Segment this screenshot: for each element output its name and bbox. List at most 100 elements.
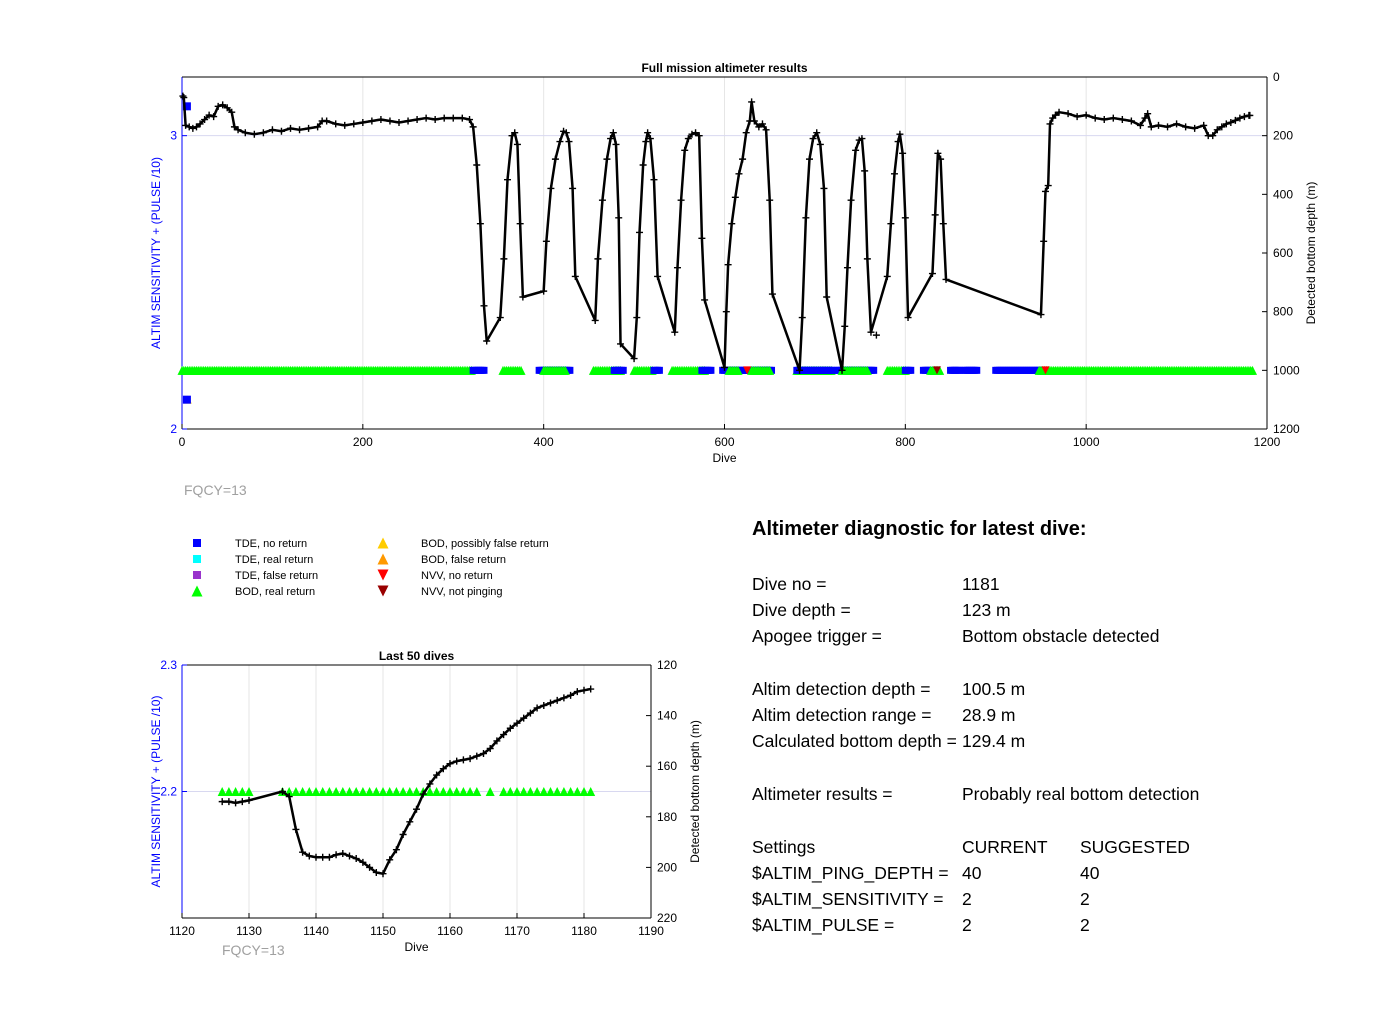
bod-marker [572,787,582,796]
depth-point [562,129,570,137]
settings-header-current: CURRENT [962,837,1048,857]
depth-point [847,196,855,204]
tde-marker [907,366,915,374]
depth-point [937,155,945,163]
y-right-tick-label: 400 [1273,187,1293,201]
depth-point [1041,187,1049,195]
depth-point [894,138,902,146]
depth-point [540,701,548,709]
bod-marker [291,787,301,796]
bod-marker [311,787,321,796]
tde-marker [829,366,837,374]
depth-point [603,155,611,163]
depth-point [750,117,758,125]
diag-value-detection-range: 28.9 m [962,705,1016,725]
depth-point [1182,123,1190,131]
bod-marker [378,787,388,796]
depth-point [439,765,447,773]
depth-point [431,116,439,124]
y-right-tick-label: 220 [657,911,677,925]
x-tick-label: 1200 [1254,435,1281,449]
setting-label-ping-depth: $ALTIM_PING_DEPTH = [752,863,949,883]
depth-point [179,92,187,100]
depth-point [609,129,617,137]
depth-point [813,129,821,137]
y-axis-label-left: ALTIM SENSITIVITY + (PULSE /10) [149,157,163,349]
bod-marker [318,787,328,796]
depth-point [466,116,474,124]
depth-point [642,138,650,146]
depth-point [739,155,747,163]
y-right-tick-label: 800 [1273,305,1293,319]
depth-point [591,316,599,324]
depth-point [533,704,541,712]
diag-value-dive-depth: 123 m [962,600,1011,620]
bod-marker [224,787,234,796]
depth-point [323,117,331,125]
depth-point [352,855,360,863]
depth-point [473,752,481,760]
settings-header-suggested: SUGGESTED [1080,837,1190,857]
diag-label-detection-depth: Altim detection depth = [752,679,931,699]
bod-marker [862,365,872,375]
bod-marker [579,787,589,796]
depth-point [768,290,776,298]
tde-marker [956,366,964,374]
depth-point [1236,114,1244,122]
depth-point [1209,132,1217,140]
setting-current-ping-depth: 40 [962,863,982,883]
bod-marker [458,787,468,796]
depth-point [573,688,581,696]
depth-point [459,756,467,764]
depth-point [569,184,577,192]
depth-point [386,856,394,864]
diag-label-results: Altimeter results = [752,784,893,804]
depth-point [816,140,824,148]
bod-marker [586,787,596,796]
legend-label: TDE, real return [235,554,313,566]
depth-point [1191,124,1199,132]
depth-point [1164,123,1172,131]
depth-point [359,858,367,866]
depth-point [453,757,461,765]
legend-label: NVV, no return [421,570,493,582]
depth-point [673,264,681,272]
depth-point [883,272,891,280]
depth-point [1109,114,1117,122]
bod-marker [499,787,509,796]
depth-point [594,255,602,263]
depth-point [287,124,294,132]
legend-label: TDE, false return [235,570,318,582]
depth-point [292,825,300,833]
diag-value-apogee-trigger: Bottom obstacle detected [962,626,1160,646]
depth-line [181,95,1251,372]
depth-point [395,118,403,126]
y-right-tick-label: 1000 [1273,363,1300,377]
depth-point [802,214,810,222]
depth-outlier-point [872,331,880,339]
x-axis-label: Dive [712,451,736,465]
depth-point [232,799,240,807]
bod-marker [552,787,562,796]
depth-point [650,176,658,184]
y-right-tick-label: 1200 [1273,422,1300,436]
x-tick-label: 1150 [370,924,396,938]
depth-point [755,123,763,131]
bod-marker [539,787,549,796]
legend-label: NVV, not pinging [421,586,503,598]
depth-point [1231,116,1239,124]
bod-marker [516,365,526,375]
depth-point [386,117,394,125]
bod-marker [438,787,448,796]
depth-point [368,117,376,125]
depth-point [571,272,579,280]
bod-marker [1248,365,1258,375]
legend-label: BOD, false return [421,554,506,566]
depth-point [838,366,846,374]
depth-point [419,790,427,798]
depth-point [540,287,548,295]
depth-point [346,852,353,860]
depth-point [1136,121,1144,129]
setting-label-pulse: $ALTIM_PULSE = [752,915,895,935]
